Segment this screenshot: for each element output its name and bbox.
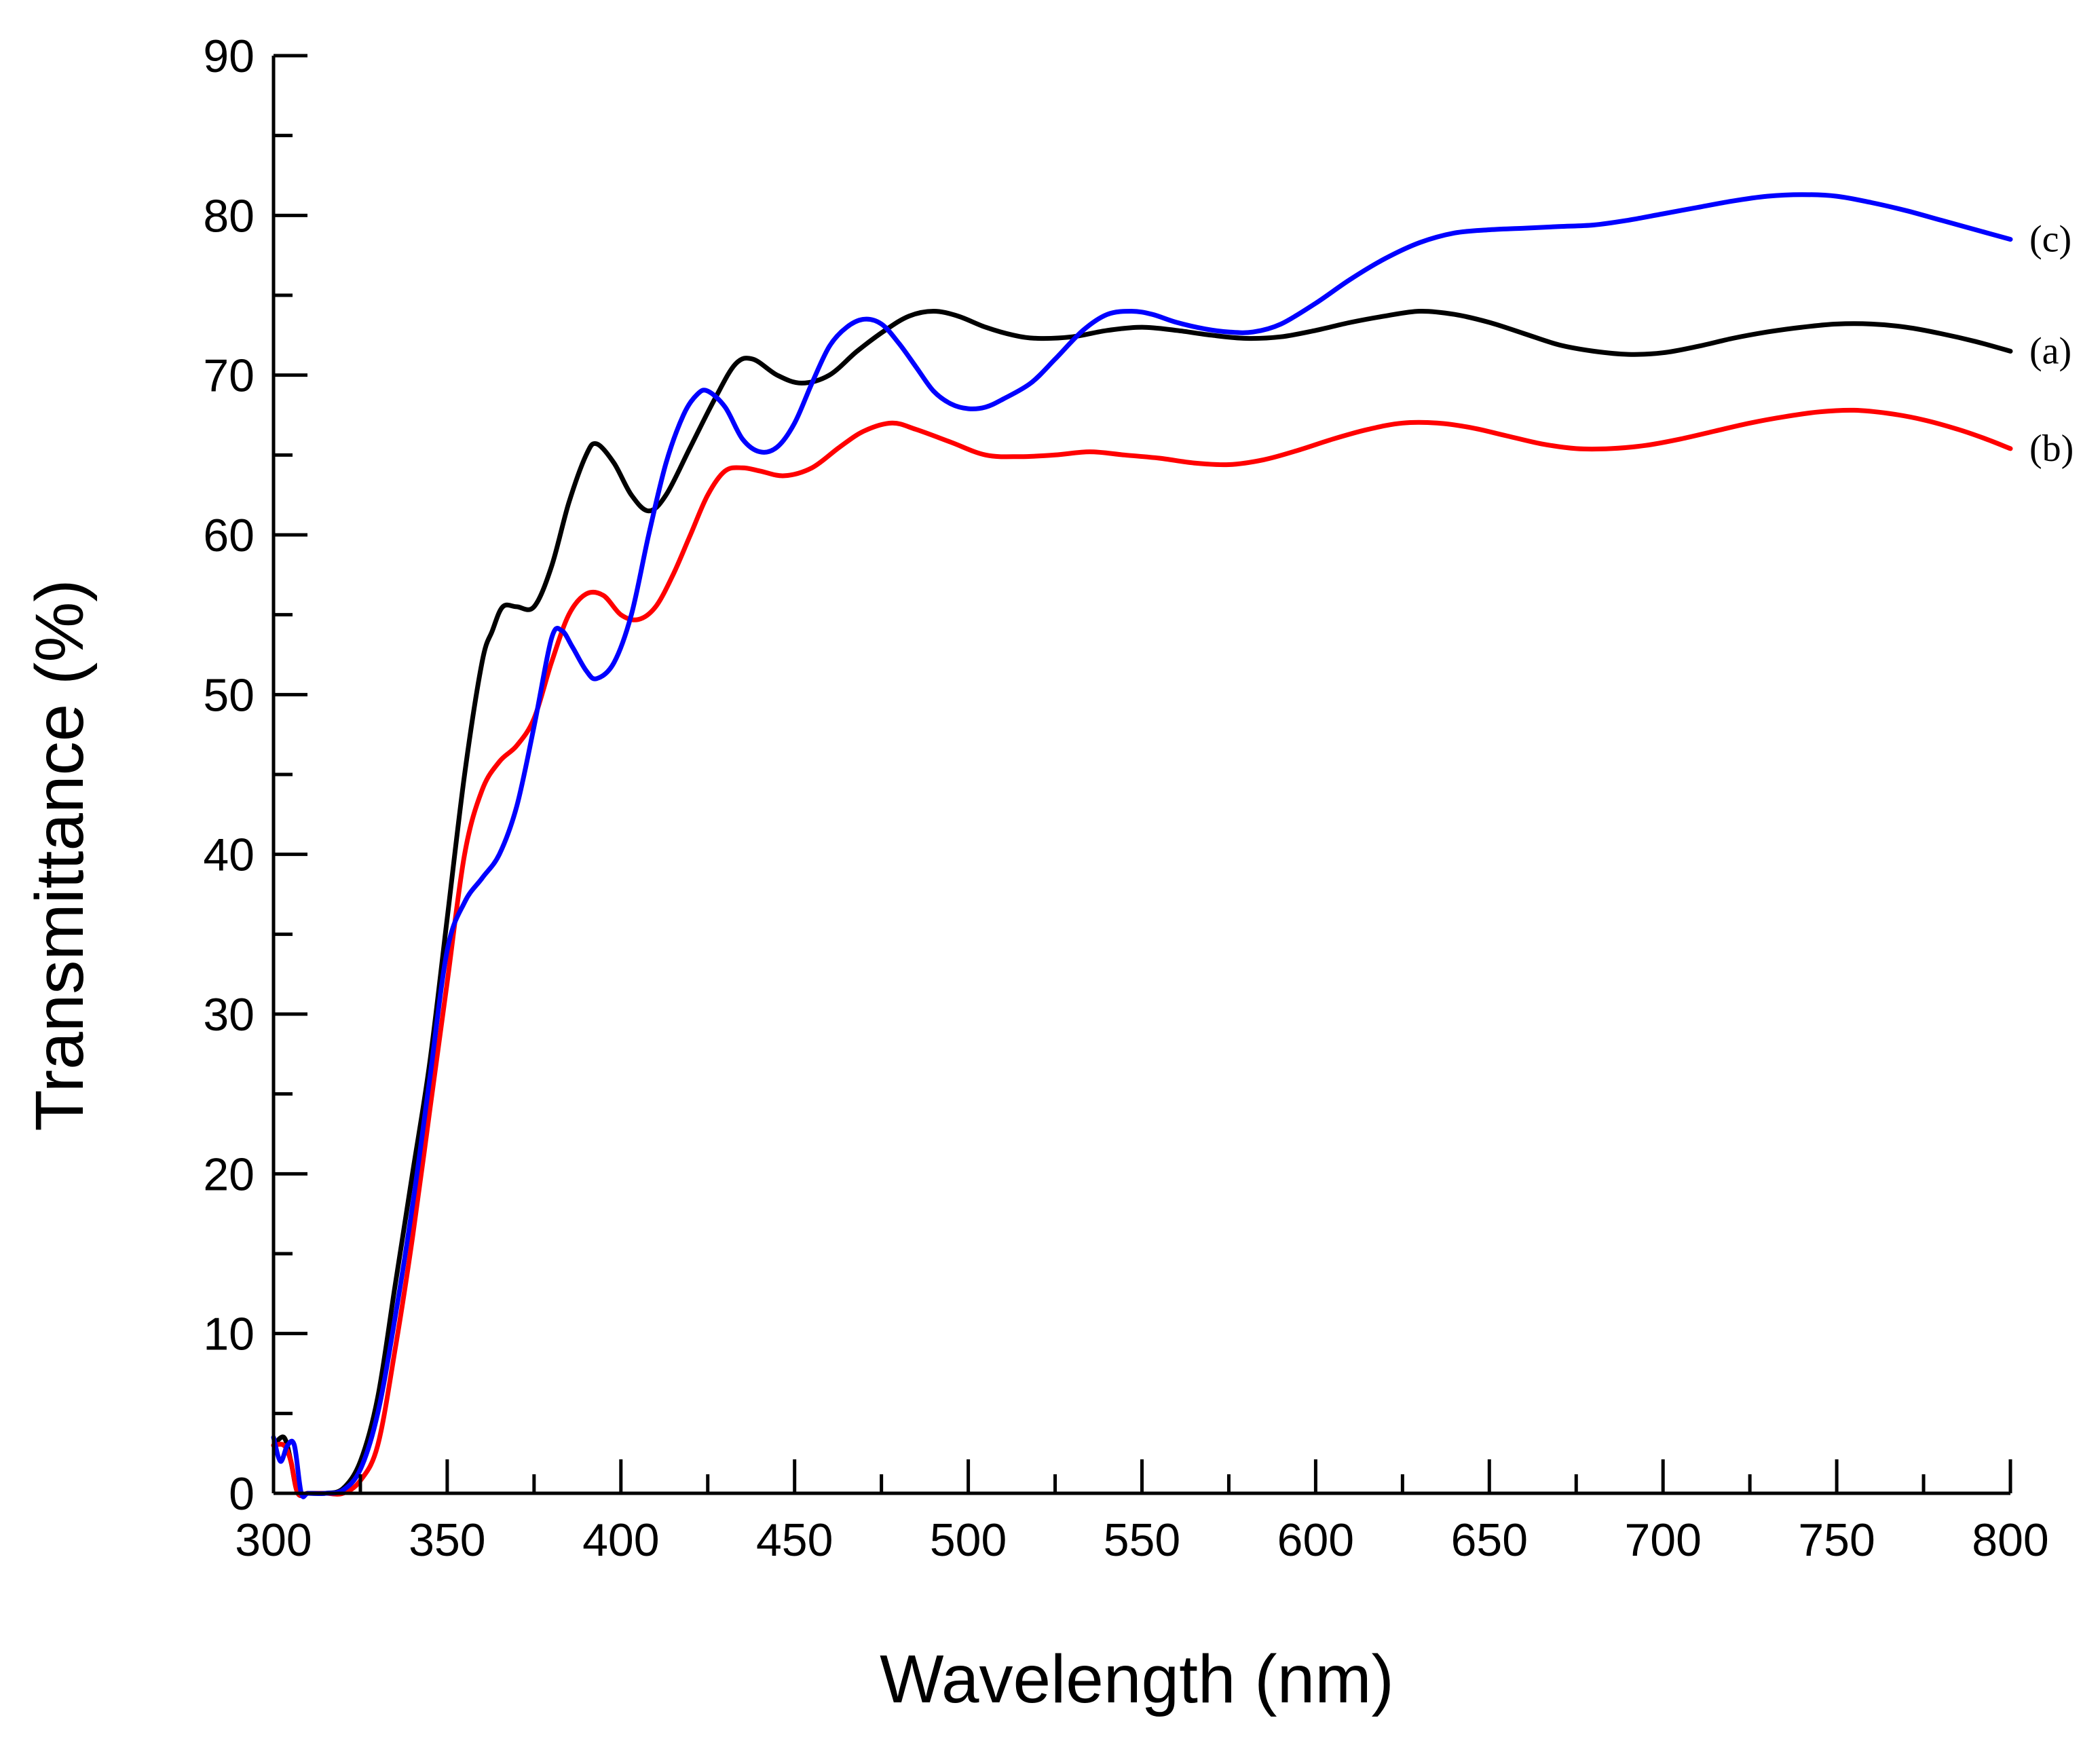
series-line-c <box>271 192 2013 1499</box>
series-line-b <box>271 407 2013 1498</box>
y-tick-label: 30 <box>203 989 255 1041</box>
y-axis-title: Transmittance (%) <box>22 579 98 1131</box>
x-tick-label: 450 <box>756 1514 833 1566</box>
series-label-c: (c) <box>2029 219 2071 261</box>
y-tick-label: 60 <box>203 510 255 561</box>
axes-layer: 0 10 20 30 40 50 60 70 80 90 300 350 400 450 500 550 600… <box>203 31 2048 1566</box>
series-line-a <box>271 308 2013 1498</box>
x-tick-label: 800 <box>1972 1514 2048 1566</box>
series-layer <box>271 192 2013 1499</box>
x-tick-label: 650 <box>1451 1514 1528 1566</box>
y-tick-label: 20 <box>203 1148 255 1200</box>
y-tick-label: 0 <box>229 1468 255 1520</box>
series-labels: (a) (b) (c) <box>2029 219 2074 470</box>
y-tick-label: 70 <box>203 350 255 402</box>
y-tick-label: 50 <box>203 669 255 721</box>
x-tick-label: 400 <box>582 1514 659 1566</box>
x-tick-label: 700 <box>1624 1514 1701 1566</box>
x-tick-label: 550 <box>1104 1514 1180 1566</box>
series-label-a: (a) <box>2029 330 2071 372</box>
x-tick-label: 300 <box>235 1514 312 1566</box>
x-tick-label: 750 <box>1798 1514 1875 1566</box>
series-label-b: (b) <box>2029 428 2074 470</box>
y-tick-label: 90 <box>203 31 255 82</box>
y-tick-label: 10 <box>203 1309 255 1360</box>
x-tick-label: 600 <box>1277 1514 1354 1566</box>
x-axis-title: Wavelength (nm) <box>880 1641 1394 1717</box>
x-tick-label: 500 <box>930 1514 1007 1566</box>
x-tick-label: 350 <box>409 1514 485 1566</box>
y-tick-label: 80 <box>203 190 255 242</box>
y-tick-label: 40 <box>203 829 255 881</box>
